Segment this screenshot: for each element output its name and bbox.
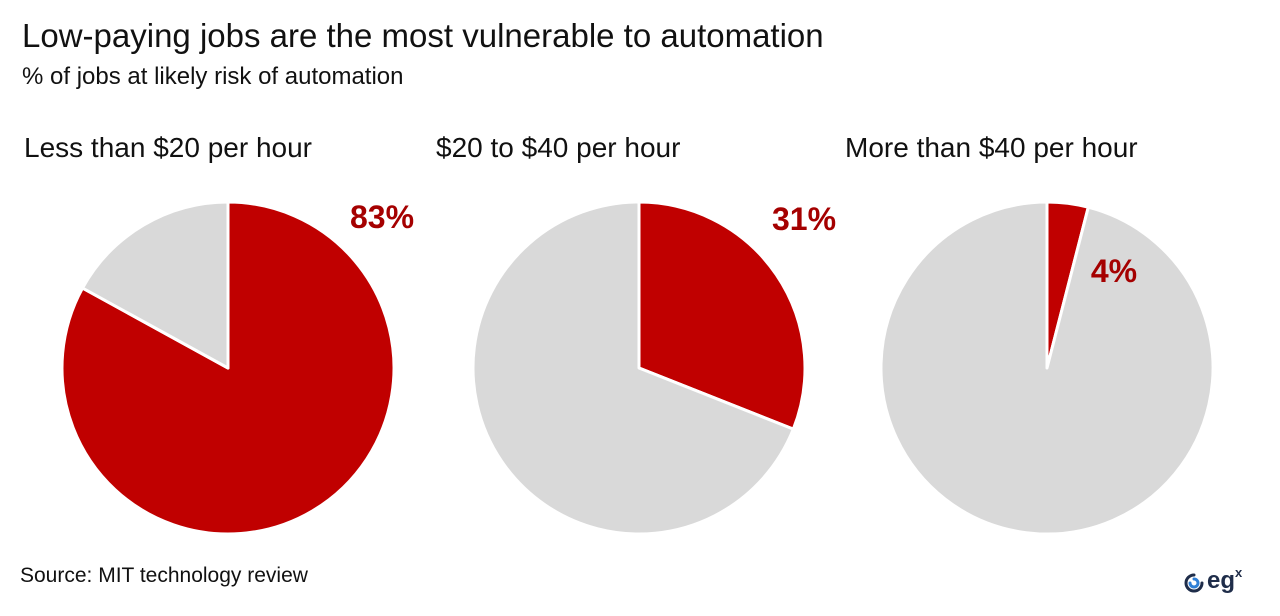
egx-logo: eg x bbox=[1183, 566, 1242, 596]
pie-2-slice-at-risk bbox=[637, 200, 807, 431]
pie-2-slice-rest bbox=[471, 200, 795, 536]
pie-3-title: More than $40 per hour bbox=[845, 132, 1138, 163]
pie-1-slice-rest bbox=[81, 200, 230, 370]
pie-3-data-label: 4% bbox=[1091, 253, 1137, 289]
pie-3-slice-rest bbox=[879, 200, 1215, 536]
chart-title: Low-paying jobs are the most vulnerable … bbox=[22, 17, 824, 54]
logo-superscript: x bbox=[1235, 565, 1243, 580]
source-note: Source: MIT technology review bbox=[20, 564, 308, 587]
eg-swirl-icon bbox=[1184, 573, 1204, 593]
pie-1-data-label: 83% bbox=[350, 199, 414, 235]
pie-2-title: $20 to $40 per hour bbox=[436, 132, 680, 163]
pie-1-title: Less than $20 per hour bbox=[24, 132, 312, 163]
pie-2-data-label: 31% bbox=[772, 201, 836, 237]
logo-text: eg bbox=[1207, 567, 1236, 594]
chart-subtitle: % of jobs at likely risk of automation bbox=[22, 63, 404, 90]
